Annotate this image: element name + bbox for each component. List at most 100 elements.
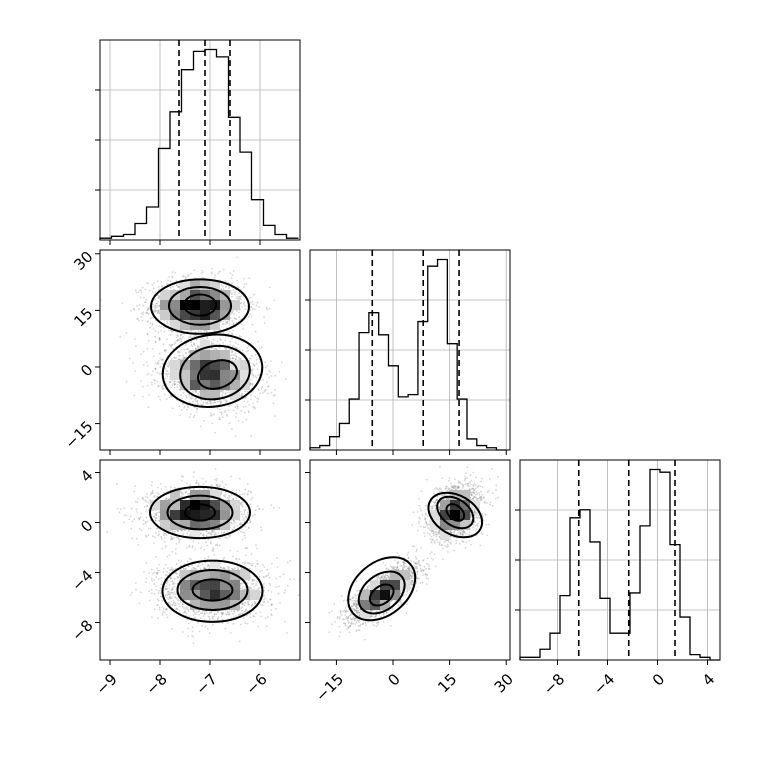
scatter-point <box>245 418 248 421</box>
scatter-point <box>252 362 255 365</box>
scatter-point <box>187 274 190 276</box>
scatter-point <box>243 286 245 289</box>
density-cell <box>180 310 190 320</box>
scatter-point <box>158 288 160 291</box>
scatter-point <box>178 388 181 391</box>
scatter-point <box>242 406 245 408</box>
density-cell <box>180 370 190 380</box>
scatter-point <box>202 401 205 404</box>
scatter-point <box>140 353 142 356</box>
scatter-point <box>145 534 147 537</box>
scatter-point <box>151 316 154 319</box>
scatter-point <box>183 356 186 359</box>
scatter-point <box>232 323 235 326</box>
scatter-point <box>260 387 263 389</box>
scatter-point <box>237 297 239 300</box>
scatter-point <box>158 372 161 375</box>
scatter-point <box>241 501 244 504</box>
scatter-point <box>219 332 222 334</box>
scatter-point <box>216 400 219 403</box>
scatter-point <box>205 534 208 537</box>
scatter-point <box>240 521 242 524</box>
scatter-point <box>182 493 184 496</box>
scatter-point <box>256 505 259 507</box>
scatter-point <box>227 389 230 392</box>
scatter-point <box>210 402 213 405</box>
scatter-point <box>244 304 246 307</box>
scatter-point <box>188 395 191 398</box>
scatter-point <box>235 412 238 415</box>
scatter-point <box>196 407 199 410</box>
scatter-point <box>249 490 252 493</box>
scatter-point <box>130 515 132 518</box>
scatter-point <box>184 356 187 359</box>
scatter-point <box>231 528 234 531</box>
scatter-panel-0-2: −9 −8 −7 −6−8−404 <box>68 459 301 698</box>
scatter-point <box>268 307 271 310</box>
scatter-point <box>242 302 245 305</box>
x-tick-label: 0 <box>649 670 668 689</box>
scatter-point <box>148 307 150 310</box>
scatter-point <box>243 510 246 513</box>
scatter-point <box>178 338 181 341</box>
scatter-point <box>155 513 158 516</box>
scatter-point <box>149 326 151 329</box>
scatter-point <box>235 321 238 324</box>
scatter-point <box>185 396 188 399</box>
scatter-point <box>244 308 247 310</box>
scatter-point <box>205 541 207 544</box>
scatter-point <box>215 484 218 486</box>
scatter-point <box>158 360 160 362</box>
scatter-point <box>138 517 141 520</box>
scatter-point <box>186 405 189 408</box>
scatter-point <box>175 356 178 359</box>
scatter-point <box>133 518 136 521</box>
scatter-point <box>171 407 174 410</box>
scatter-point <box>159 398 162 401</box>
scatter-point <box>158 337 161 340</box>
scatter-point <box>178 405 181 408</box>
scatter-point <box>169 333 172 336</box>
scatter-point <box>156 294 159 297</box>
scatter-point <box>194 347 197 350</box>
scatter-point <box>146 365 149 367</box>
scatter-point <box>236 406 239 408</box>
scatter-point <box>209 414 212 417</box>
scatter-point <box>216 407 219 409</box>
scatter-point <box>157 385 160 388</box>
scatter-point <box>195 397 198 400</box>
scatter-point <box>157 493 160 495</box>
scatter-point <box>169 381 172 384</box>
scatter-point <box>156 486 159 489</box>
scatter-point <box>224 399 227 401</box>
scatter-point <box>177 350 180 353</box>
scatter-point <box>243 509 246 512</box>
scatter-point <box>267 385 270 387</box>
scatter-point <box>219 338 221 340</box>
scatter-point <box>146 309 149 312</box>
scatter-point <box>147 307 149 310</box>
scatter-point <box>219 411 222 414</box>
scatter-point <box>137 517 140 520</box>
scatter-point <box>177 339 180 341</box>
x-tick-label: −8 <box>540 670 568 698</box>
scatter-point <box>248 357 251 360</box>
scatter-point <box>224 347 226 349</box>
scatter-point <box>224 493 227 496</box>
scatter-point <box>230 521 233 524</box>
scatter-point <box>132 362 134 364</box>
scatter-point <box>266 365 269 367</box>
scatter-point <box>205 530 208 533</box>
scatter-point <box>140 291 143 294</box>
scatter-point <box>184 492 187 494</box>
scatter-point <box>230 494 233 496</box>
scatter-point <box>181 492 184 494</box>
scatter-point <box>173 380 176 382</box>
scatter-point <box>159 365 162 368</box>
scatter-point <box>224 483 227 486</box>
scatter-point <box>145 510 148 512</box>
scatter-point <box>197 484 200 486</box>
scatter-point <box>196 346 199 349</box>
density-cell <box>160 290 170 300</box>
scatter-point <box>253 364 256 367</box>
